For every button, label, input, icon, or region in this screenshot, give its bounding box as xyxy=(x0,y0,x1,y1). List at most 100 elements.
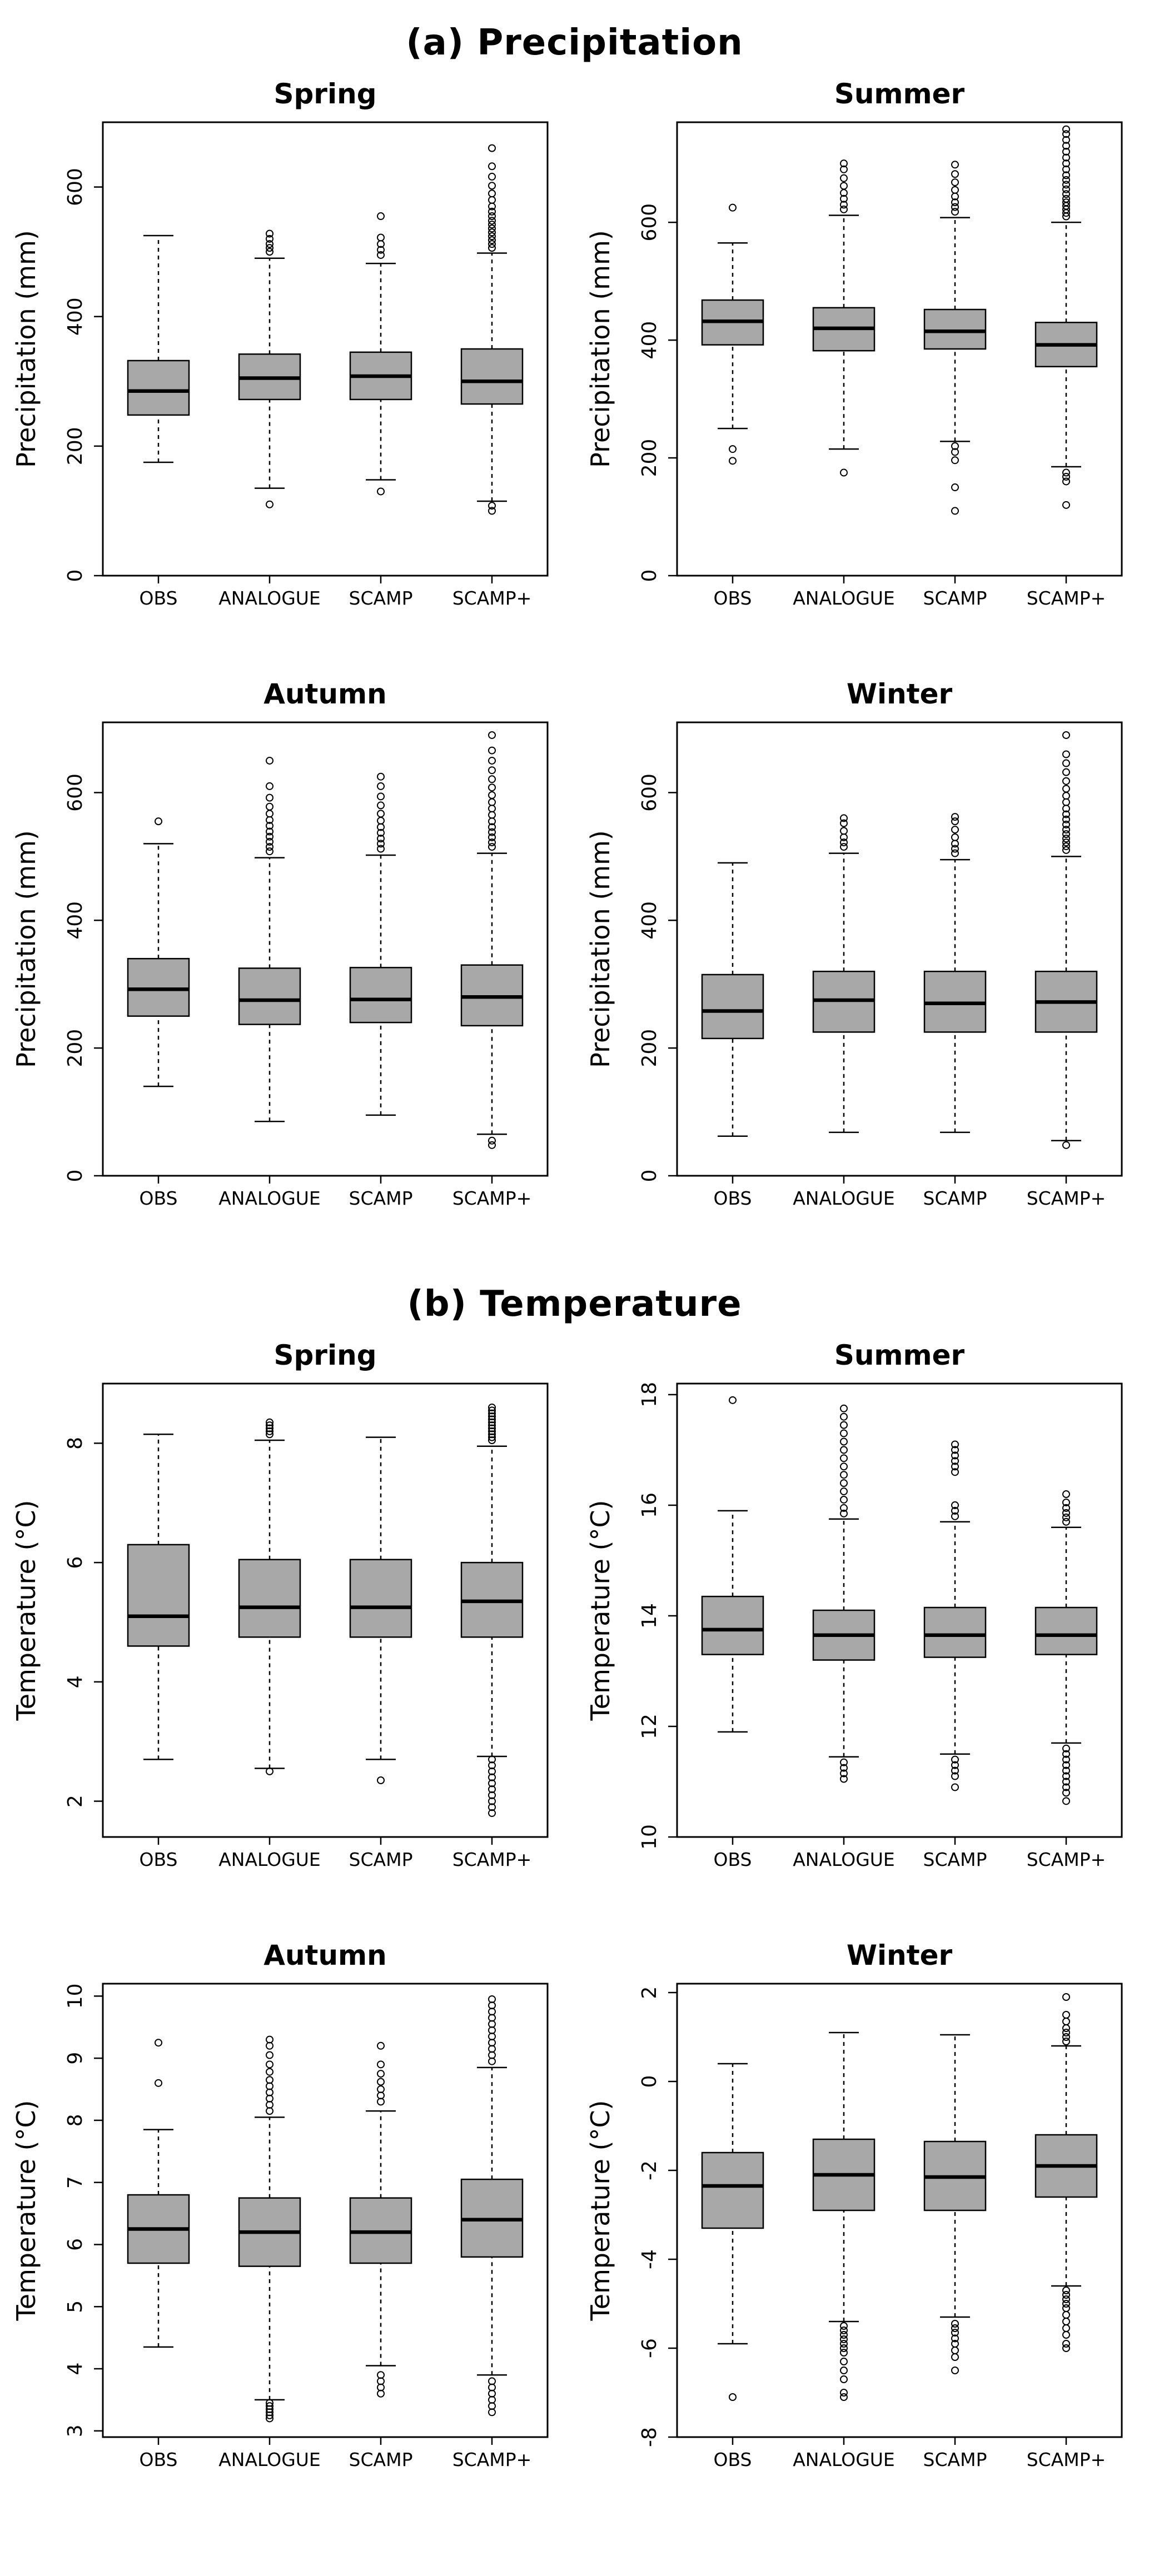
outlier-point xyxy=(1062,176,1070,184)
outlier-point xyxy=(488,1406,496,1415)
outlier-point xyxy=(488,236,496,244)
boxplot-scamp xyxy=(349,2041,412,2398)
outlier-point xyxy=(266,234,273,243)
panel-title: Summer xyxy=(834,78,965,110)
iqr-box xyxy=(127,1544,190,1647)
outlier-point xyxy=(840,1775,848,1783)
x-tick-label: SCAMP xyxy=(349,587,413,609)
outlier-point xyxy=(951,1761,959,1769)
y-tick-label: 600 xyxy=(638,203,661,242)
y-tick-label: 400 xyxy=(64,297,87,336)
outlier-point xyxy=(1062,2300,1070,2308)
outlier-point xyxy=(266,837,273,846)
outlier-point xyxy=(951,849,959,857)
outlier-point xyxy=(729,2393,737,2401)
boxplot-obs xyxy=(701,862,764,1137)
outlier-point xyxy=(1062,2291,1070,2299)
panel-cell-winter: Winter Temperature (°C) -8 -6 -4 -2 0 2 OBS ANALO… xyxy=(575,1930,1149,2530)
outlier-point xyxy=(488,502,496,510)
outlier-point xyxy=(840,165,848,173)
boxplot-analogue xyxy=(812,2031,876,2401)
x-tick-label: SCAMP+ xyxy=(1027,1849,1106,1870)
boxplot-scamp+ xyxy=(460,731,524,1149)
outlier-point xyxy=(951,845,959,853)
y-tick-label: 400 xyxy=(638,321,661,360)
outlier-point xyxy=(951,1440,959,1449)
outlier-point xyxy=(488,1424,496,1432)
y-tick-label: 7 xyxy=(64,2176,87,2189)
outlier-point xyxy=(488,2408,496,2417)
panel-title: Spring xyxy=(274,1339,377,1371)
outlier-point xyxy=(488,212,496,221)
outlier-point xyxy=(488,1433,496,1441)
outlier-point xyxy=(1062,477,1070,486)
outlier-point xyxy=(840,159,848,168)
outlier-point xyxy=(951,198,959,207)
outlier-point xyxy=(840,1446,848,1454)
outlier-point xyxy=(488,1141,496,1149)
boxplot-scamp xyxy=(349,1436,412,1784)
boxplot-panel-winter: Winter Precipitation (mm) 0 200 400 600 OBS ANA… xyxy=(585,678,1123,1209)
outlier-point xyxy=(266,810,273,818)
outlier-point xyxy=(729,1396,737,1404)
outlier-point xyxy=(266,1424,273,1432)
outlier-point xyxy=(488,217,496,225)
panel-title: Autumn xyxy=(263,678,386,710)
outlier-point xyxy=(1062,2018,1070,2025)
boxplot-obs xyxy=(127,234,190,463)
y-tick-label: 4 xyxy=(64,1675,87,1688)
boxplot-analogue xyxy=(238,229,301,508)
outlier-point xyxy=(1062,1504,1070,1512)
y-tick-label: -8 xyxy=(638,2427,661,2447)
outlier-point xyxy=(840,2393,848,2401)
outlier-point xyxy=(488,1436,496,1444)
outlier-point xyxy=(840,182,848,190)
outlier-point xyxy=(266,2035,273,2044)
x-tick-label: OBS xyxy=(714,587,752,609)
iqr-box xyxy=(701,974,764,1040)
x-tick-label: ANALOGUE xyxy=(793,587,895,609)
boxplot-scamp xyxy=(349,212,412,496)
y-tick-label: 0 xyxy=(64,570,87,582)
plot-border xyxy=(102,121,549,577)
outlier-point xyxy=(377,2070,385,2078)
outlier-point xyxy=(488,823,496,831)
outlier-point xyxy=(1062,2033,1070,2041)
outlier-point xyxy=(488,221,496,229)
outlier-point xyxy=(377,233,385,242)
outlier-point xyxy=(1062,2318,1070,2325)
x-tick-label: SCAMP xyxy=(349,1849,413,1870)
boxplot-scamp+ xyxy=(460,1995,524,2417)
y-axis-label: Precipitation (mm) xyxy=(585,830,615,1068)
outlier-point xyxy=(951,203,959,211)
outlier-point xyxy=(488,1767,496,1775)
outlier-point xyxy=(488,1427,496,1435)
outlier-point xyxy=(951,507,959,515)
outlier-point xyxy=(488,1403,496,1411)
boxplot-scamp xyxy=(349,772,412,1116)
outlier-point xyxy=(951,1501,959,1509)
outlier-point xyxy=(488,1809,496,1818)
outlier-point xyxy=(488,843,496,851)
outlier-point xyxy=(951,170,959,178)
outlier-point xyxy=(1062,2344,1070,2352)
outlier-point xyxy=(840,1479,848,1487)
outlier-point xyxy=(488,805,496,813)
iqr-box xyxy=(127,360,190,416)
x-tick-label: ANALOGUE xyxy=(793,1187,895,1209)
outlier-point xyxy=(840,1429,848,1437)
outlier-point xyxy=(1062,1761,1070,1769)
boxplot-obs xyxy=(127,2039,190,2348)
outlier-point xyxy=(266,1767,273,1775)
outlier-point xyxy=(951,1783,959,1791)
outlier-point xyxy=(1062,2331,1070,2339)
outlier-point xyxy=(377,782,385,790)
y-tick-label: 600 xyxy=(638,773,661,812)
outlier-point xyxy=(1062,472,1070,481)
boxplot-obs xyxy=(701,2063,764,2401)
panel-cell-summer: Summer Precipitation (mm) 0 200 400 600 OBS ANA… xyxy=(575,69,1149,669)
outlier-point xyxy=(1062,501,1070,509)
plot-border xyxy=(676,1983,1123,2438)
outlier-point xyxy=(951,1512,959,1520)
plot-border xyxy=(102,1382,549,1838)
